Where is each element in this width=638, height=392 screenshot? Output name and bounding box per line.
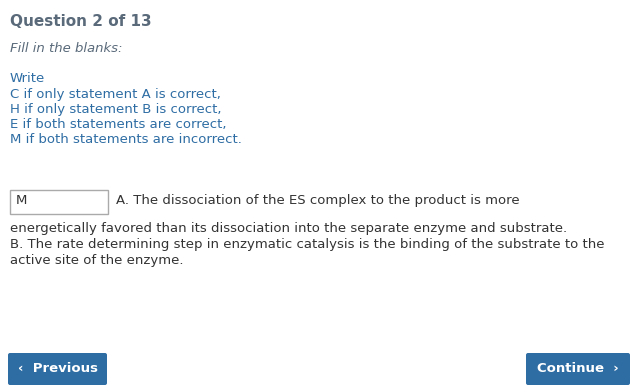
Text: Question 2 of 13: Question 2 of 13 [10, 14, 152, 29]
Text: energetically favored than its dissociation into the separate enzyme and substra: energetically favored than its dissociat… [10, 222, 567, 235]
Text: C if only statement A is correct,: C if only statement A is correct, [10, 88, 221, 101]
Text: Write: Write [10, 72, 45, 85]
Text: M: M [16, 194, 27, 207]
FancyBboxPatch shape [526, 353, 630, 385]
Text: Fill in the blanks:: Fill in the blanks: [10, 42, 122, 55]
Text: active site of the enzyme.: active site of the enzyme. [10, 254, 184, 267]
Text: ‹  Previous: ‹ Previous [17, 363, 98, 376]
Text: E if both statements are correct,: E if both statements are correct, [10, 118, 226, 131]
Text: H if only statement B is correct,: H if only statement B is correct, [10, 103, 221, 116]
Text: M if both statements are incorrect.: M if both statements are incorrect. [10, 133, 242, 146]
FancyBboxPatch shape [8, 353, 107, 385]
Text: Continue  ›: Continue › [537, 363, 619, 376]
FancyBboxPatch shape [10, 190, 108, 214]
Text: A. The dissociation of the ES complex to the product is more: A. The dissociation of the ES complex to… [116, 194, 519, 207]
Text: B. The rate determining step in enzymatic catalysis is the binding of the substr: B. The rate determining step in enzymati… [10, 238, 604, 251]
